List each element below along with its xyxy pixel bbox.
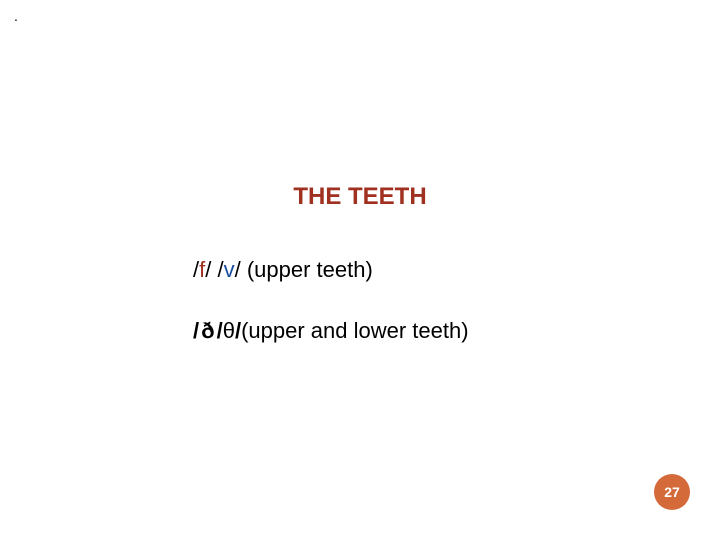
text-span: / — [193, 318, 199, 344]
text-span: / / — [205, 257, 223, 282]
corner-dot: . — [14, 8, 18, 24]
slide-title: THE TEETH — [0, 183, 720, 211]
text-span: ð — [199, 317, 216, 345]
text-span: / (upper teeth) — [235, 257, 373, 282]
text-span: (upper and lower teeth) — [241, 318, 468, 344]
text-span: v — [224, 257, 235, 282]
phoneme-line-2: /ð / θ/(upper and lower teeth) — [193, 318, 469, 344]
page-number: 27 — [664, 484, 680, 500]
text-span: θ — [223, 318, 235, 344]
phoneme-line-1: /f/ /v/ (upper teeth) — [193, 257, 373, 283]
page-number-badge: 27 — [654, 474, 690, 510]
